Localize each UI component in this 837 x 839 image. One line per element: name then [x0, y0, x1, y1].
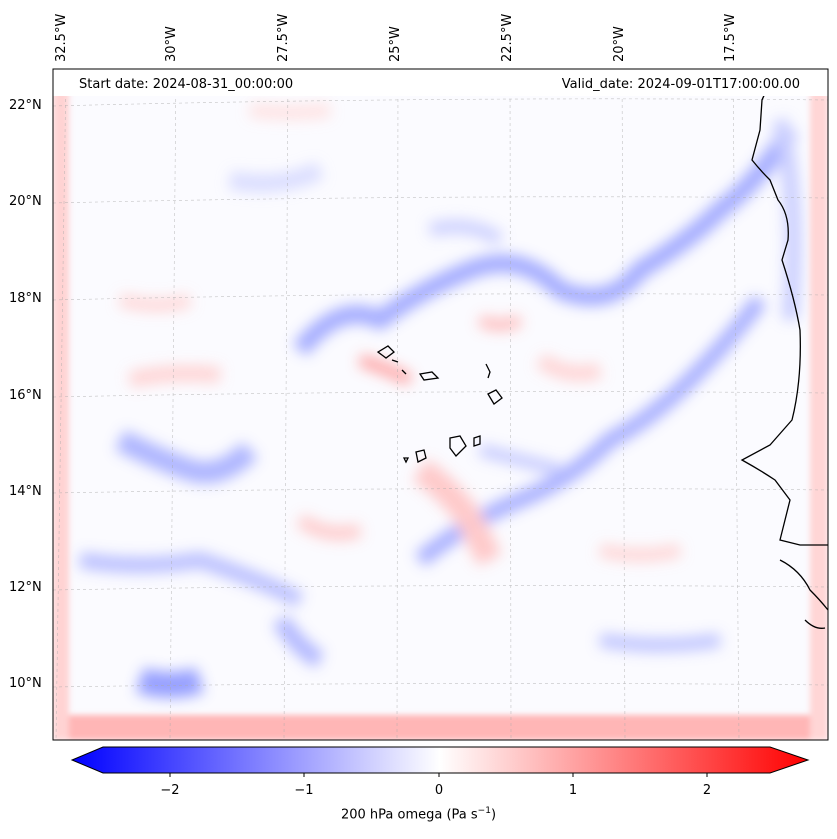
colorbar-ticks [169, 773, 708, 777]
colorbar-tick-label: −1 [294, 783, 314, 798]
colorbar-tick-label: 2 [702, 783, 712, 798]
valid-date-text: Valid_date: 2024-09-01T17:00:00.00 [561, 77, 800, 92]
colorbar-tick-label: 0 [434, 783, 444, 798]
colorbar-tick-label: −2 [160, 783, 180, 798]
gridlines [53, 69, 828, 740]
colorbar-tick-label: 1 [568, 783, 578, 798]
start-date-text: Start date: 2024-08-31_00:00:00 [79, 77, 294, 92]
lat-label: 18°N [9, 291, 42, 306]
lat-label: 22°N [9, 98, 42, 113]
cape-verde-islands [376, 345, 503, 464]
lat-label: 16°N [9, 388, 42, 403]
lat-label: 20°N [9, 194, 42, 209]
lat-label: 14°N [9, 484, 42, 499]
lat-label: 10°N [9, 676, 42, 691]
omega-field [78, 103, 802, 698]
colorbar-label: 200 hPa omega (Pa s−1) [340, 806, 497, 823]
coastline [740, 69, 828, 546]
map-frame [52, 68, 829, 741]
colorbar [70, 746, 810, 777]
lat-label: 12°N [9, 580, 42, 595]
